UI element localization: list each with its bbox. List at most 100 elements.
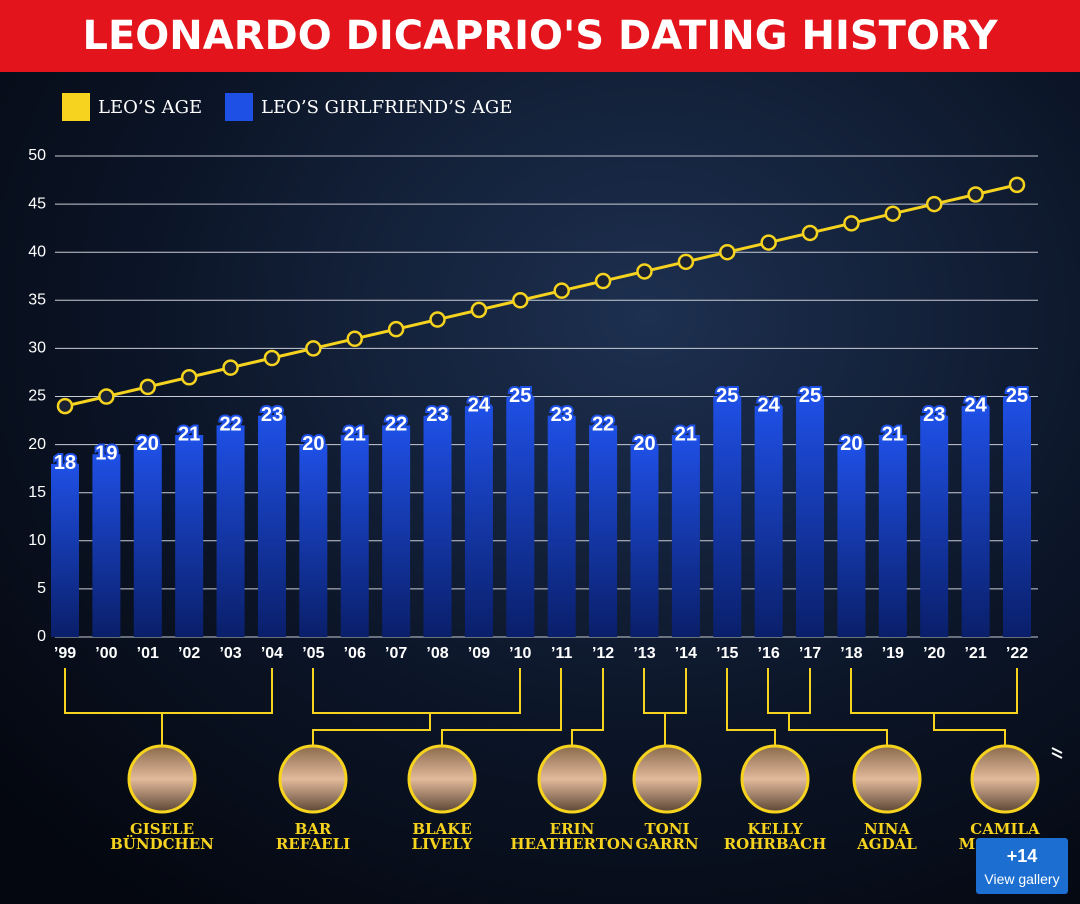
line-point: [553, 282, 570, 299]
line-point: [346, 330, 363, 348]
y-tick-label: 15: [28, 484, 46, 501]
bar: [837, 444, 866, 637]
line-point: [98, 388, 115, 405]
line-point: [884, 205, 902, 222]
x-tick-label: ’15: [716, 645, 738, 662]
bar-value-label: 20: [633, 433, 655, 455]
share-icon[interactable]: [1051, 747, 1063, 759]
bar: [589, 425, 618, 637]
x-tick-label: ’19: [882, 645, 904, 662]
y-tick-label: 10: [28, 532, 46, 549]
bar-value-label: 21: [882, 423, 904, 445]
bar-value-label: 21: [178, 423, 200, 445]
bar-value-label: 25: [799, 385, 821, 407]
bar-value-label: 22: [592, 414, 614, 436]
person-name: HEATHERTON: [510, 835, 634, 853]
line-point: [760, 234, 777, 251]
x-tick-label: ’08: [426, 645, 448, 662]
line-point: [139, 378, 157, 396]
person-name: KELLY: [747, 820, 803, 838]
chart-title: LEONARDO DICAPRIO'S DATING HISTORY: [82, 13, 998, 59]
connectors: [64, 668, 1018, 745]
legend-label: LEO’S AGE: [98, 97, 202, 118]
x-tick-label: ’17: [799, 645, 821, 662]
x-tick-label: ’18: [840, 645, 862, 662]
gallery-button[interactable]: +14 View gallery: [976, 838, 1068, 894]
portrait: [278, 744, 348, 814]
bar-value-label: 25: [509, 385, 531, 407]
bar-value-label: 21: [344, 423, 366, 445]
line-point: [222, 359, 239, 376]
x-tick-label: ’12: [592, 645, 614, 662]
line-point: [843, 215, 860, 232]
bar-value-label: 20: [137, 433, 159, 455]
portrait: [740, 744, 810, 814]
legend-swatch: [62, 93, 90, 121]
person-name: BLAKE: [412, 820, 471, 838]
x-tick-label: ’01: [137, 645, 159, 662]
y-tick-label: 0: [37, 628, 46, 645]
bar-value-label: 25: [716, 385, 738, 407]
bar: [547, 415, 576, 637]
y-tick-label: 5: [37, 580, 46, 597]
legend-swatch: [225, 93, 253, 121]
x-tick-label: ’05: [302, 645, 324, 662]
line-point: [305, 340, 322, 357]
portrait: [127, 744, 197, 814]
bar: [671, 434, 700, 637]
bar: [382, 425, 411, 637]
person-name: AGDAL: [856, 835, 917, 853]
bar: [299, 444, 328, 637]
portrait: [537, 744, 607, 814]
person-name: BAR: [295, 820, 332, 838]
x-tick-label: ’02: [178, 645, 200, 662]
bar: [796, 396, 825, 637]
y-tick-label: 50: [28, 147, 46, 164]
bar-value-label: 24: [468, 394, 491, 416]
x-tick-label: ’14: [675, 645, 697, 662]
person-name: TONI: [645, 820, 690, 838]
bar: [961, 406, 990, 637]
bar-value-label: 22: [385, 414, 407, 436]
x-tick-label: ’06: [344, 645, 366, 662]
bar-value-label: 24: [964, 394, 987, 416]
bar: [920, 415, 949, 637]
line-point: [263, 349, 281, 367]
bar-value-label: 20: [840, 433, 862, 455]
bar: [630, 444, 659, 637]
y-tick-label: 35: [28, 292, 46, 309]
bar: [713, 396, 742, 637]
x-tick-label: ’21: [964, 645, 986, 662]
line-point: [636, 263, 653, 280]
gallery-count: +14: [1006, 846, 1038, 866]
line-point: [56, 397, 74, 415]
person-name: CAMILA: [970, 820, 1040, 838]
line-point: [470, 301, 488, 319]
y-tick-label: 25: [28, 388, 46, 405]
bar: [506, 396, 535, 637]
portrait: [852, 744, 922, 814]
line-point: [512, 292, 529, 309]
bar-value-label: 20: [302, 433, 324, 455]
bar-value-label: 19: [95, 443, 117, 465]
person-name: NINA: [864, 820, 910, 838]
line-point: [594, 272, 612, 290]
x-tick-label: ’20: [923, 645, 945, 662]
title-bar: [0, 0, 1080, 72]
line-point: [180, 369, 198, 386]
bar-value-label: 24: [758, 394, 781, 416]
bar: [423, 415, 452, 637]
bar: [216, 425, 245, 637]
line-point: [677, 253, 695, 271]
line-point: [387, 320, 405, 338]
bar-value-label: 21: [675, 423, 697, 445]
x-tick-label: ’07: [385, 645, 407, 662]
bar: [133, 444, 162, 637]
line-point: [925, 195, 943, 213]
x-tick-label: ’00: [95, 645, 117, 662]
line-point: [801, 224, 819, 242]
bar: [1003, 396, 1031, 637]
person-name: BÜNDCHEN: [110, 834, 214, 853]
bar-value-label: 23: [551, 404, 573, 426]
